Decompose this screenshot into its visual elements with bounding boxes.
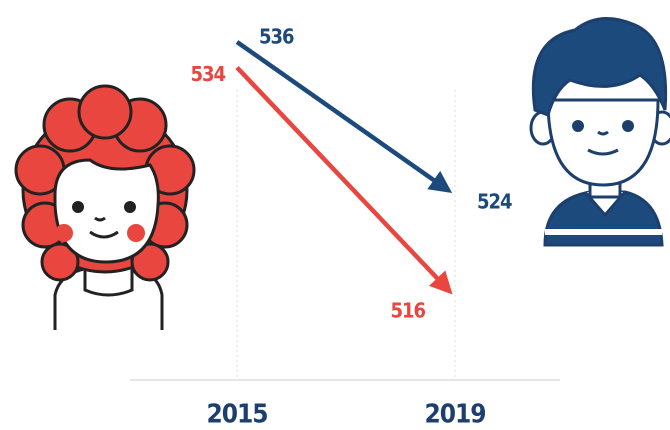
series-arrow bbox=[235, 65, 453, 295]
value-label: 536 bbox=[259, 25, 294, 49]
x-tick-label: 2019 bbox=[424, 400, 485, 430]
girl-illustration bbox=[14, 84, 196, 330]
value-label: 534 bbox=[190, 62, 225, 86]
boy-illustration bbox=[529, 17, 670, 247]
value-label: 524 bbox=[477, 190, 512, 214]
value-label: 516 bbox=[390, 299, 425, 323]
x-tick-label: 2015 bbox=[206, 400, 267, 430]
series-arrow bbox=[235, 40, 453, 193]
